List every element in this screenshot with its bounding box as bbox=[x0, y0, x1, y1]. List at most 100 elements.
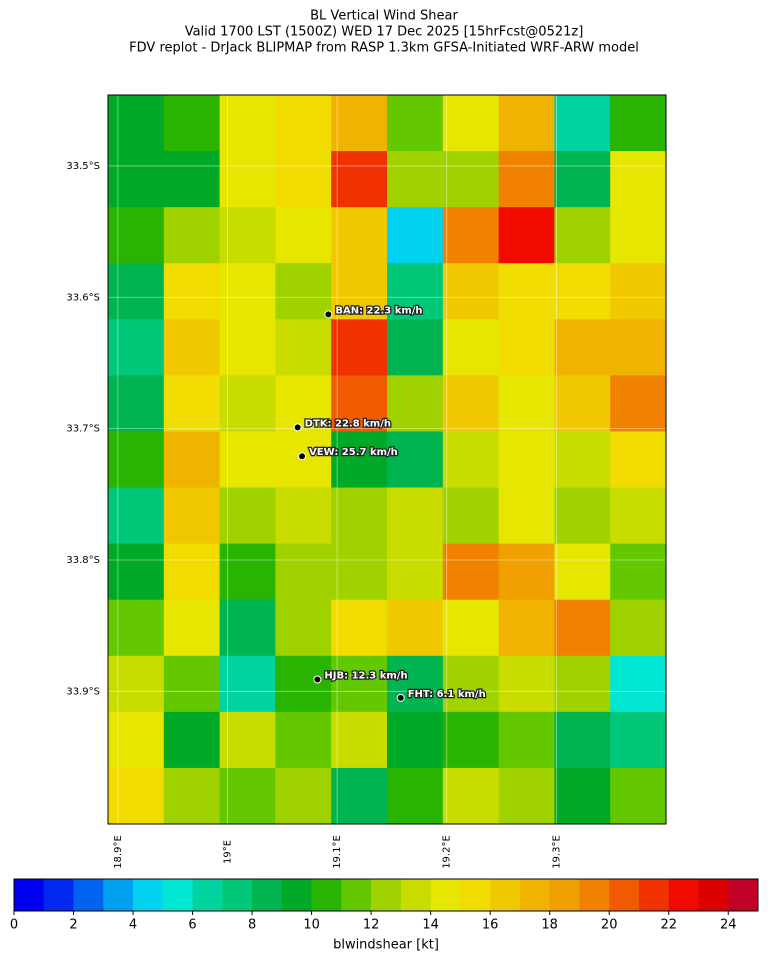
cell bbox=[331, 375, 388, 432]
cell bbox=[442, 599, 500, 657]
cell bbox=[554, 375, 611, 432]
colorbar-tick-label: 14 bbox=[422, 918, 439, 933]
cell bbox=[498, 487, 555, 545]
cell bbox=[219, 207, 276, 264]
cell bbox=[163, 543, 221, 601]
station bbox=[293, 423, 302, 432]
cell bbox=[163, 599, 221, 657]
cell bbox=[331, 655, 388, 713]
cell bbox=[219, 151, 276, 208]
y-tick-label: 33.9°S bbox=[66, 686, 100, 697]
cell bbox=[275, 711, 332, 769]
cell bbox=[387, 711, 444, 769]
x-tick-label: 19°E bbox=[222, 840, 233, 864]
cell bbox=[108, 487, 165, 545]
cell bbox=[219, 711, 276, 769]
cell bbox=[163, 263, 221, 320]
cell bbox=[498, 375, 555, 432]
x-tick-label: 19.2°E bbox=[442, 835, 453, 869]
colorbar-tick-label: 20 bbox=[601, 918, 618, 933]
cell bbox=[275, 319, 332, 376]
cell bbox=[219, 263, 276, 320]
cell bbox=[163, 431, 221, 489]
colorbar-tick-label: 10 bbox=[303, 918, 320, 933]
cell bbox=[498, 767, 555, 825]
cell bbox=[554, 767, 611, 825]
cell bbox=[108, 431, 165, 489]
cell bbox=[610, 711, 667, 769]
cell bbox=[331, 711, 388, 769]
colorbar-segment bbox=[162, 879, 193, 911]
station-label: FHT: 6.1 km/h bbox=[408, 689, 486, 700]
colorbar-frame bbox=[13, 878, 759, 912]
cell bbox=[442, 375, 500, 432]
cell bbox=[275, 599, 332, 657]
colorbar-tick-label: 16 bbox=[482, 918, 499, 933]
cell bbox=[610, 655, 667, 713]
cell bbox=[163, 151, 221, 208]
cell bbox=[610, 319, 667, 376]
cell bbox=[442, 487, 500, 545]
colorbar-label: blwindshear [kt] bbox=[333, 938, 439, 953]
cell bbox=[331, 263, 388, 320]
cell bbox=[219, 543, 276, 601]
cell bbox=[442, 431, 500, 489]
cell bbox=[498, 655, 555, 713]
cell bbox=[442, 95, 500, 152]
cell bbox=[275, 655, 332, 713]
cell bbox=[498, 263, 555, 320]
station bbox=[313, 675, 322, 684]
cell bbox=[554, 151, 611, 208]
cell bbox=[498, 207, 555, 264]
title: BL Vertical Wind Shear bbox=[310, 9, 458, 24]
cell bbox=[554, 711, 611, 769]
cell bbox=[610, 263, 667, 320]
cell bbox=[163, 207, 221, 264]
cell bbox=[610, 767, 667, 825]
colorbar-segment bbox=[311, 879, 342, 911]
colorbar-tick-label: 12 bbox=[363, 918, 380, 933]
colorbar-segment bbox=[549, 879, 580, 911]
cell bbox=[163, 711, 221, 769]
colorbar-segment bbox=[609, 879, 640, 911]
cell bbox=[108, 655, 165, 713]
cell bbox=[387, 431, 444, 489]
cell bbox=[554, 543, 611, 601]
y-tick-label: 33.6°S bbox=[66, 292, 100, 303]
cell bbox=[498, 95, 555, 152]
cell bbox=[610, 599, 667, 657]
x-tick-label: 18.9°E bbox=[113, 835, 124, 869]
cell bbox=[219, 767, 276, 825]
colorbar-segment bbox=[222, 879, 253, 911]
cell bbox=[554, 487, 611, 545]
colorbar-segment bbox=[43, 879, 74, 911]
colorbar-segment bbox=[252, 879, 283, 911]
colorbar-segment bbox=[371, 879, 402, 911]
cell bbox=[498, 431, 555, 489]
cell bbox=[387, 487, 444, 545]
cell bbox=[275, 487, 332, 545]
cell bbox=[108, 95, 165, 152]
y-tick-label: 33.5°S bbox=[66, 161, 100, 172]
colorbar-segment bbox=[579, 879, 610, 911]
colorbar-segment bbox=[638, 879, 670, 911]
colorbar-segment bbox=[519, 879, 550, 911]
cell bbox=[610, 543, 667, 601]
cell bbox=[275, 543, 332, 601]
colorbar-tick-label: 8 bbox=[248, 918, 256, 933]
cell bbox=[387, 655, 444, 713]
cell bbox=[219, 319, 276, 376]
cell bbox=[108, 599, 165, 657]
colorbar-segment bbox=[103, 879, 134, 911]
cell bbox=[331, 431, 388, 489]
colorbar-tick-label: 0 bbox=[10, 918, 18, 933]
cell bbox=[498, 319, 555, 376]
cell bbox=[331, 151, 388, 208]
cell bbox=[554, 431, 611, 489]
cell bbox=[387, 599, 444, 657]
cell bbox=[108, 207, 165, 264]
cell bbox=[610, 207, 667, 264]
cell bbox=[442, 263, 500, 320]
cell bbox=[331, 599, 388, 657]
